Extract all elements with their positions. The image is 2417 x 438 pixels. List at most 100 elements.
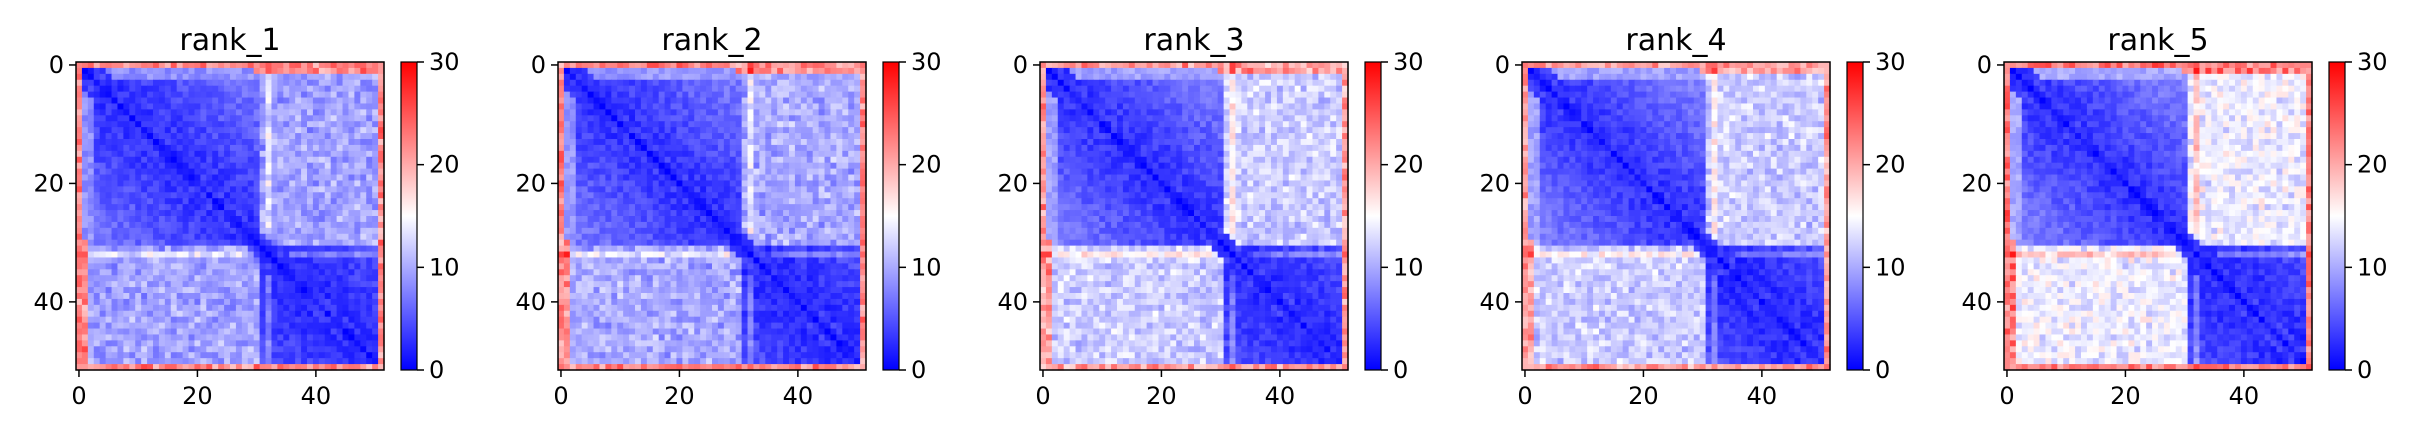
heatmap-cell bbox=[765, 168, 772, 176]
heatmap-cell bbox=[153, 79, 160, 87]
heatmap-cell bbox=[842, 245, 849, 253]
heatmap-cell bbox=[664, 257, 672, 264]
heatmap-cell bbox=[295, 85, 302, 93]
heatmap-cell bbox=[141, 210, 148, 217]
heatmap-cell bbox=[170, 364, 178, 371]
heatmap-cell bbox=[81, 275, 89, 282]
heatmap-cell bbox=[842, 304, 849, 312]
heatmap-cell bbox=[652, 91, 660, 99]
heatmap-cell bbox=[806, 281, 814, 288]
heatmap-cell bbox=[694, 192, 701, 199]
heatmap-cell bbox=[318, 156, 326, 164]
heatmap-cell bbox=[806, 150, 814, 158]
heatmap-cell bbox=[336, 275, 344, 282]
heatmap-cell bbox=[230, 156, 237, 164]
heatmap-cell bbox=[259, 79, 267, 87]
heatmap-cell bbox=[164, 346, 172, 353]
heatmap-cell bbox=[848, 156, 855, 164]
heatmap-cell bbox=[129, 298, 136, 306]
heatmap-cell bbox=[599, 79, 606, 87]
heatmap-cell bbox=[812, 304, 820, 312]
heatmap-cell bbox=[188, 186, 196, 193]
heatmap-cell bbox=[712, 227, 719, 235]
heatmap-cell bbox=[235, 109, 243, 116]
heatmap-cell bbox=[111, 127, 119, 134]
heatmap-cell bbox=[694, 156, 701, 164]
heatmap-cell bbox=[147, 85, 154, 93]
heatmap-cell bbox=[318, 340, 326, 347]
heatmap-cell bbox=[729, 304, 737, 312]
heatmap-cell bbox=[307, 121, 314, 128]
heatmap-cell bbox=[593, 269, 601, 276]
heatmap-cell bbox=[312, 127, 320, 134]
heatmap-cell bbox=[158, 281, 166, 288]
heatmap-cell bbox=[247, 358, 255, 365]
heatmap-cell bbox=[646, 133, 654, 140]
heatmap-cell bbox=[676, 97, 683, 105]
heatmap-cell bbox=[158, 162, 166, 170]
heatmap-cell bbox=[800, 133, 808, 140]
heatmap-cell bbox=[712, 162, 719, 170]
heatmap-cell bbox=[176, 316, 184, 324]
heatmap-cell bbox=[759, 298, 766, 306]
heatmap-cell bbox=[836, 91, 843, 99]
heatmap-cell bbox=[824, 62, 832, 69]
heatmap-cell bbox=[277, 168, 284, 176]
heatmap-cell bbox=[688, 85, 695, 93]
heatmap-cell bbox=[652, 73, 660, 81]
heatmap-cell bbox=[599, 251, 606, 259]
heatmap-cell bbox=[342, 79, 350, 87]
heatmap-cell bbox=[593, 257, 601, 264]
heatmap-cell bbox=[753, 216, 760, 223]
heatmap-cell bbox=[218, 174, 225, 182]
heatmap-cell bbox=[99, 115, 107, 122]
heatmap-cell bbox=[330, 352, 338, 359]
heatmap-cell bbox=[366, 127, 373, 134]
heatmap-cell bbox=[259, 358, 267, 365]
heatmap-cell bbox=[682, 156, 689, 164]
heatmap-cell bbox=[563, 263, 571, 270]
heatmap-cell bbox=[206, 67, 213, 75]
heatmap-cell bbox=[81, 73, 89, 81]
heatmap-cell bbox=[623, 239, 630, 247]
heatmap-cell bbox=[283, 192, 290, 199]
heatmap-cell bbox=[224, 310, 231, 318]
heatmap-cell bbox=[93, 221, 101, 229]
heatmap-cell bbox=[676, 198, 683, 205]
heatmap-cell bbox=[777, 186, 784, 193]
heatmap-cell bbox=[617, 144, 624, 152]
heatmap-cell bbox=[800, 97, 808, 105]
heatmap-cell bbox=[569, 239, 577, 247]
heatmap-cell bbox=[682, 115, 689, 122]
heatmap-cell bbox=[123, 304, 130, 312]
heatmap-cell bbox=[206, 97, 213, 105]
heatmap-cell bbox=[105, 340, 113, 347]
heatmap-cell bbox=[129, 174, 136, 182]
heatmap-cell bbox=[271, 304, 278, 312]
heatmap-cell bbox=[206, 144, 213, 152]
heatmap-cell bbox=[765, 192, 772, 199]
heatmap-cell bbox=[635, 156, 642, 164]
heatmap-cell bbox=[283, 216, 290, 223]
heatmap-cell bbox=[842, 263, 849, 270]
heatmap-cell bbox=[81, 287, 89, 294]
heatmap-cell bbox=[759, 85, 766, 93]
heatmap-cell bbox=[265, 133, 273, 140]
heatmap-cell bbox=[111, 97, 119, 105]
heatmap-cell bbox=[700, 298, 707, 306]
heatmap-cell bbox=[206, 91, 213, 99]
heatmap-cell bbox=[753, 269, 760, 276]
heatmap-cell bbox=[271, 127, 278, 134]
heatmap-cell bbox=[629, 263, 636, 270]
heatmap-cell bbox=[587, 127, 595, 134]
heatmap-cell bbox=[230, 62, 237, 69]
heatmap-cell bbox=[794, 186, 802, 193]
heatmap-cell bbox=[230, 298, 237, 306]
heatmap-cell bbox=[723, 139, 731, 146]
heatmap-cell bbox=[105, 304, 113, 312]
heatmap-cell bbox=[354, 227, 361, 235]
heatmap-cell bbox=[135, 221, 142, 229]
heatmap-cell bbox=[712, 62, 719, 69]
heatmap-cell bbox=[123, 97, 130, 105]
heatmap-cell bbox=[360, 115, 367, 122]
